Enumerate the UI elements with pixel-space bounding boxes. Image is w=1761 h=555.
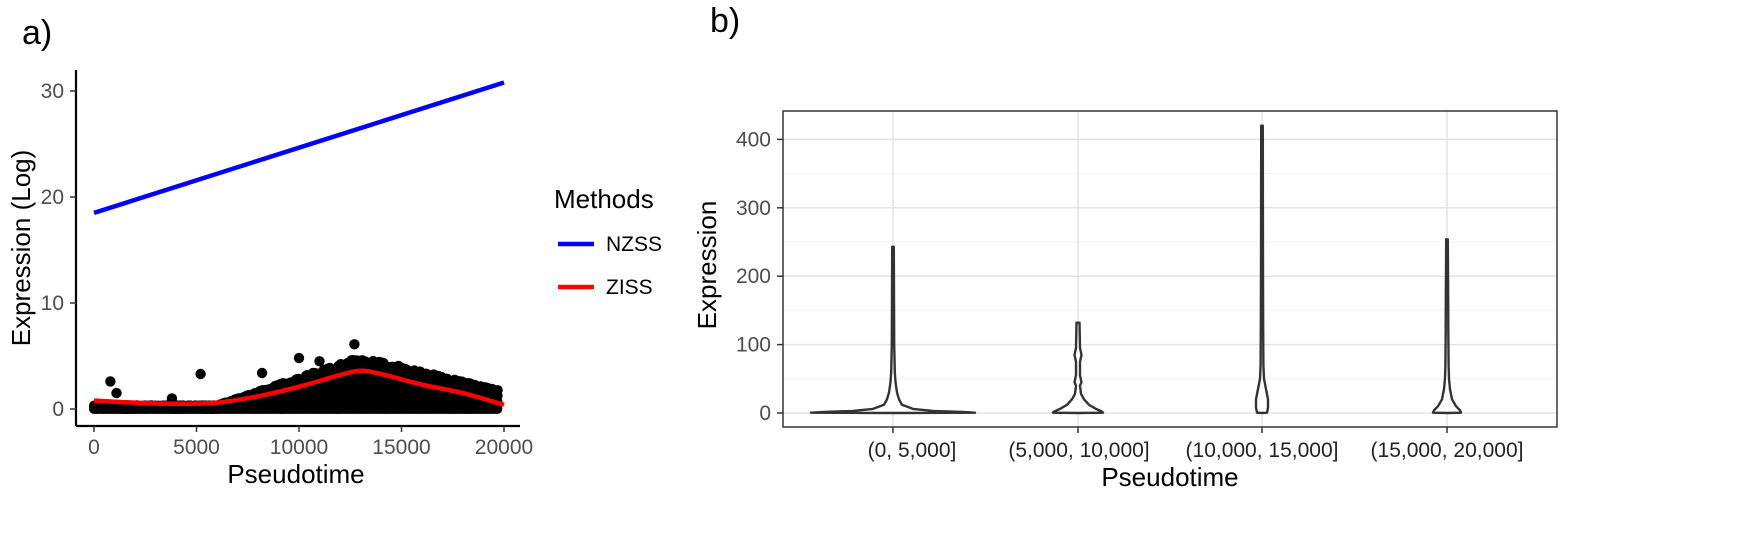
scatter-point — [451, 396, 462, 407]
legend-nzss-label: NZSS — [606, 233, 662, 256]
panel-b-category-label: (15,000, 20,000] — [1371, 439, 1524, 462]
scatter-point — [352, 358, 363, 369]
scatter-point — [345, 385, 356, 396]
scatter-outlier-point — [105, 376, 116, 387]
scatter-point — [492, 404, 503, 414]
nzss-line — [93, 80, 505, 216]
scatter-point — [416, 385, 427, 396]
scatter-outlier-point — [314, 356, 325, 367]
panel-a-x-tick: 20000 — [475, 436, 533, 459]
scatter-point — [479, 382, 490, 393]
scatter-point — [330, 389, 341, 400]
scatter-outlier-point — [349, 339, 360, 350]
scatter-outlier-point — [166, 393, 178, 404]
panel-a-x-ticks: 0 5000 10000 15000 20000 — [88, 426, 533, 459]
panel-a-x-tick: 5000 — [173, 436, 220, 459]
panel-b-y-ticks: 0 100 200 300 400 — [736, 128, 783, 425]
scatter-outlier-point — [293, 352, 305, 364]
panel-b-category-label: (5,000, 10,000] — [1008, 439, 1149, 462]
panel-b-category-label: (10,000, 15,000] — [1186, 439, 1339, 462]
ziss-line — [93, 368, 505, 407]
panel-a-y-tick: 20 — [41, 186, 64, 209]
panel-a-x-tick: 0 — [88, 436, 100, 459]
panel-b-y-tick: 100 — [736, 334, 771, 357]
scatter-point — [393, 360, 404, 371]
scatter-point — [307, 388, 318, 399]
scatter-outlier-point — [111, 387, 122, 399]
panel-a-x-tick: 10000 — [270, 436, 328, 459]
panel-a-y-tick: 30 — [41, 80, 64, 103]
panel-b-plot: 0 100 200 300 400 (0, 5,000] (5,000, 10,… — [692, 110, 1558, 492]
panel-b-y-tick: 200 — [736, 265, 771, 288]
legend-title: Methods — [554, 184, 654, 214]
violin-3 — [1254, 124, 1270, 415]
scatter-point — [365, 387, 376, 398]
scatter-point — [314, 382, 325, 393]
scatter-point — [339, 374, 350, 385]
scatter-point — [412, 367, 423, 377]
scatter-point — [464, 383, 475, 394]
legend: Methods NZSS ZISS — [554, 184, 662, 299]
panel-b-y-title: Expression — [692, 201, 722, 330]
panel-a-y-ticks: 0 10 20 30 — [41, 80, 76, 421]
panel-b-x-ticks: (0, 5,000] (5,000, 10,000] (10,000, 15,0… — [868, 427, 1524, 462]
scatter-outlier-point — [195, 368, 206, 380]
panel-a-y-tick: 0 — [52, 398, 64, 421]
panel-b-violins — [809, 124, 1463, 415]
panel-b-label: b) — [710, 2, 740, 40]
panel-a-plot: 0 10 20 30 0 5000 10000 15000 20000 Pseu… — [6, 70, 533, 489]
scatter-point — [403, 391, 414, 402]
panel-b-category-label: (0, 5,000] — [868, 439, 957, 462]
panel-b-x-title: Pseudotime — [1101, 462, 1238, 492]
scatter-point — [426, 388, 436, 399]
scatter-point — [333, 361, 344, 372]
scatter-point — [405, 368, 416, 379]
scatter-point — [427, 376, 438, 387]
panel-b-border — [782, 110, 1558, 428]
legend-ziss-label: ZISS — [606, 276, 653, 299]
scatter-point — [441, 374, 452, 384]
panel-b-y-tick: 400 — [736, 128, 771, 151]
scatter-point — [488, 390, 498, 401]
panel-b-background — [783, 111, 1557, 427]
panel-a-label: a) — [22, 14, 52, 52]
scatter-point — [382, 387, 393, 398]
violin-1 — [809, 245, 977, 415]
panel-b-y-tick: 0 — [759, 402, 771, 425]
panel-a-y-tick: 10 — [41, 292, 64, 315]
panel-a-y-title: Expression (Log) — [6, 150, 36, 347]
scatter-point — [460, 396, 471, 407]
scatter-outlier-point — [256, 367, 268, 379]
panel-a-x-title: Pseudotime — [227, 459, 364, 489]
violin-4 — [1431, 238, 1463, 415]
scatter-point — [301, 370, 311, 381]
violin-2 — [1051, 321, 1105, 415]
panel-a-x-tick: 15000 — [372, 436, 430, 459]
panel-b-y-tick: 300 — [736, 197, 771, 220]
